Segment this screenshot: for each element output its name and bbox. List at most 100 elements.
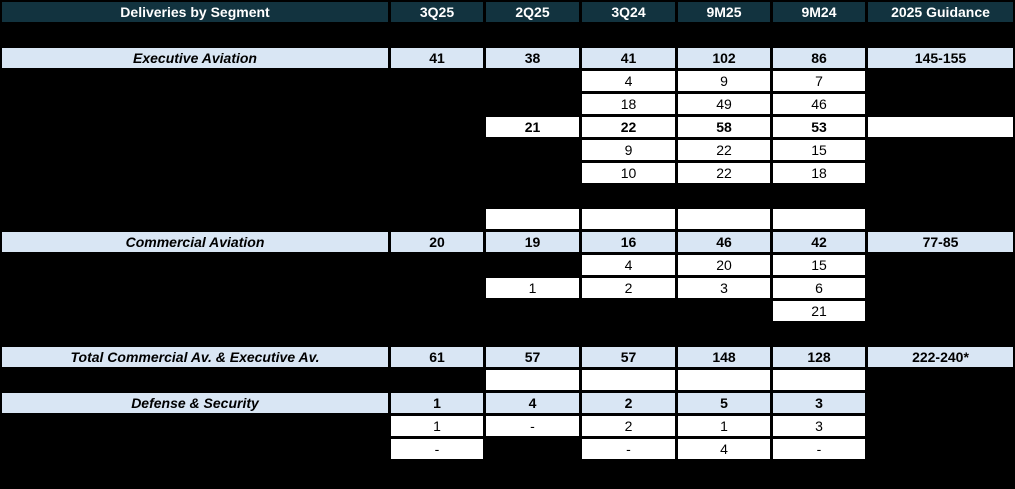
value-cell: 86	[773, 48, 865, 68]
blank-cell	[678, 301, 770, 321]
value-cell: 1	[391, 393, 483, 413]
value-cell: 3	[773, 393, 865, 413]
value-cell: 2	[582, 278, 675, 298]
row-label	[2, 324, 388, 344]
value-cell	[773, 370, 865, 390]
blank-cell	[486, 324, 579, 344]
blank-cell	[486, 163, 579, 183]
blank-cell	[391, 71, 483, 91]
blank-cell	[486, 25, 579, 45]
segment-label: Executive Aviation	[2, 48, 388, 68]
value-cell: 20	[678, 255, 770, 275]
value-cell: -	[391, 439, 483, 459]
value-cell: 16	[582, 232, 675, 252]
value-cell: 46	[678, 232, 770, 252]
value-cell: 77-85	[868, 232, 1013, 252]
value-cell: 2	[582, 393, 675, 413]
value-cell	[486, 370, 579, 390]
blank-cell	[391, 25, 483, 45]
value-cell: 41	[582, 48, 675, 68]
value-cell: 7	[773, 71, 865, 91]
blank-cell	[486, 255, 579, 275]
segment-label: Total Commercial Av. & Executive Av.	[2, 347, 388, 367]
blank-cell	[391, 209, 483, 229]
value-cell: 22	[582, 117, 675, 137]
value-cell: 18	[773, 163, 865, 183]
segment-label: Defense & Security	[2, 393, 388, 413]
value-cell: -	[773, 439, 865, 459]
value-cell: -	[582, 439, 675, 459]
blank-cell	[868, 71, 1013, 91]
value-cell: 128	[773, 347, 865, 367]
column-header-3q25: 3Q25	[391, 2, 483, 22]
value-cell: 21	[773, 301, 865, 321]
value-cell: 57	[582, 347, 675, 367]
value-cell	[773, 209, 865, 229]
blank-cell	[391, 324, 483, 344]
table-title: Deliveries by Segment	[2, 2, 388, 22]
value-cell: 1	[486, 278, 579, 298]
row-label	[2, 117, 388, 137]
blank-cell	[486, 140, 579, 160]
blank-cell	[486, 71, 579, 91]
value-cell: 53	[773, 117, 865, 137]
blank-cell	[391, 186, 483, 206]
row-label	[2, 439, 388, 459]
value-cell: 38	[486, 48, 579, 68]
value-cell: 21	[486, 117, 579, 137]
blank-cell	[868, 301, 1013, 321]
blank-cell	[773, 25, 865, 45]
value-cell: 9	[582, 140, 675, 160]
value-cell: 41	[391, 48, 483, 68]
blank-cell	[582, 324, 675, 344]
value-cell: 18	[582, 94, 675, 114]
value-cell: 49	[678, 94, 770, 114]
value-cell	[678, 370, 770, 390]
value-cell: 145-155	[868, 48, 1013, 68]
column-header-2025-guidance: 2025 Guidance	[868, 2, 1013, 22]
row-label	[2, 25, 388, 45]
value-cell: 4	[582, 255, 675, 275]
value-cell: 3	[678, 278, 770, 298]
value-cell: 20	[391, 232, 483, 252]
deliveries-table: Deliveries by Segment 3Q25 2Q25 3Q24 9M2…	[2, 2, 1013, 459]
blank-cell	[678, 25, 770, 45]
row-label	[2, 370, 388, 390]
value-cell: 2	[582, 416, 675, 436]
value-cell: 57	[486, 347, 579, 367]
value-cell	[868, 117, 1013, 137]
value-cell: 148	[678, 347, 770, 367]
value-cell: 5	[678, 393, 770, 413]
blank-cell	[868, 416, 1013, 436]
blank-cell	[678, 186, 770, 206]
blank-cell	[868, 186, 1013, 206]
value-cell: 6	[773, 278, 865, 298]
blank-cell	[868, 94, 1013, 114]
blank-cell	[773, 186, 865, 206]
value-cell: 10	[582, 163, 675, 183]
value-cell: 46	[773, 94, 865, 114]
value-cell: 58	[678, 117, 770, 137]
value-cell: 15	[773, 140, 865, 160]
value-cell: 1	[678, 416, 770, 436]
blank-cell	[868, 439, 1013, 459]
blank-cell	[391, 140, 483, 160]
row-label	[2, 140, 388, 160]
value-cell: 102	[678, 48, 770, 68]
value-cell: 4	[582, 71, 675, 91]
row-label	[2, 71, 388, 91]
column-header-3q24: 3Q24	[582, 2, 675, 22]
blank-cell	[391, 94, 483, 114]
value-cell: 9	[678, 71, 770, 91]
value-cell: 4	[678, 439, 770, 459]
value-cell	[486, 209, 579, 229]
blank-cell	[391, 255, 483, 275]
blank-cell	[486, 186, 579, 206]
column-header-9m25: 9M25	[678, 2, 770, 22]
value-cell: 61	[391, 347, 483, 367]
row-label	[2, 255, 388, 275]
column-header-2q25: 2Q25	[486, 2, 579, 22]
value-cell: 222-240*	[868, 347, 1013, 367]
blank-cell	[582, 25, 675, 45]
